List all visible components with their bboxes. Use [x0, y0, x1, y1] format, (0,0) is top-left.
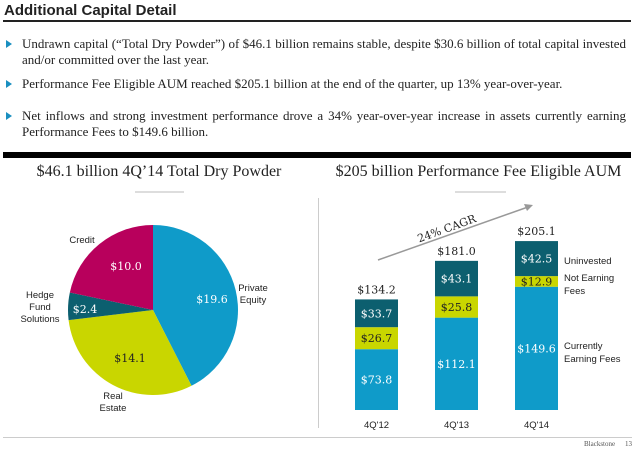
bar-total-label: $134.2 [357, 283, 396, 296]
bar-chart-title: $205 billion Performance Fee Eligible AU… [335, 163, 622, 180]
bar-segment-uninvested [435, 260, 478, 297]
legend-label: Fees [564, 286, 585, 297]
bar-segment-currently-earning-fees [435, 317, 478, 410]
bar-segment-uninvested [515, 241, 558, 277]
pie-value-label: $19.6 [196, 293, 228, 306]
footer-brand: Blackstone [584, 440, 616, 448]
pie-slice-real-estate [68, 310, 192, 396]
bar-segment-not-earning-fees [435, 296, 478, 318]
pie-category-label: Hedge [26, 290, 54, 301]
bar-value-label: $26.7 [361, 332, 393, 345]
bar-value-label: $112.1 [437, 358, 476, 371]
bullet-triangle-icon [6, 40, 12, 48]
pie-category-label: Private [238, 283, 268, 294]
pie-slice-hedge-fund-solutions [67, 292, 153, 321]
pie-category-label: Estate [100, 403, 127, 414]
pie-slice-credit [69, 225, 153, 310]
bar-segment-currently-earning-fees [355, 349, 398, 410]
cagr-arrow-line [377, 206, 529, 261]
bar-chart: $73.8 $26.7 $33.7 $134.2 4Q'12 $112.1 $25.8 $43… [355, 204, 621, 431]
pie-category-label: Real [103, 391, 123, 402]
bullet-item: Performance Fee Eligible AUM reached $20… [6, 76, 626, 92]
page-number: 13 [625, 440, 632, 448]
bullet-triangle-icon [6, 80, 12, 88]
pie-slice-private-equity [153, 225, 238, 386]
bar-value-label: $43.1 [441, 273, 473, 286]
bullet-triangle-icon [6, 112, 12, 120]
bar-value-label: $12.9 [521, 275, 553, 288]
section-divider [3, 152, 631, 158]
pie-value-label: $2.4 [73, 303, 98, 316]
bullet-item: Undrawn capital (“Total Dry Powder”) of … [6, 36, 626, 68]
pie-category-label: Equity [240, 295, 267, 306]
legend-label: Currently [564, 341, 603, 352]
pie-category-label: Fund [29, 302, 51, 313]
legend-label: Earning Fees [564, 354, 621, 365]
page-title: Additional Capital Detail [4, 2, 177, 19]
bar-value-label: $149.6 [517, 342, 556, 355]
x-tick-label: 4Q'14 [524, 420, 549, 431]
title-divider [3, 20, 631, 22]
pie-chart-title: $46.1 billion 4Q’14 Total Dry Powder [36, 163, 282, 180]
bar-value-label: $25.8 [441, 301, 473, 314]
bar-value-label: $33.7 [361, 307, 393, 320]
bullet-item: Net inflows and strong investment perfor… [6, 108, 626, 140]
bar-value-label: $73.8 [361, 374, 393, 387]
cagr-arrowhead-icon [524, 204, 533, 211]
bar-total-label: $181.0 [437, 245, 476, 258]
pie-value-label: $14.1 [114, 352, 146, 365]
legend-label: Not Earning [564, 273, 614, 284]
pie-value-label: $10.0 [110, 260, 142, 273]
x-tick-label: 4Q'12 [364, 420, 389, 431]
pie-category-label: Credit [69, 235, 95, 246]
legend-label: Uninvested [564, 256, 612, 267]
bar-value-label: $42.5 [521, 253, 553, 266]
bar-total-label: $205.1 [517, 225, 556, 238]
pie-category-label: Solutions [20, 314, 59, 325]
bar-segment-currently-earning-fees [515, 286, 558, 410]
bar-segment-not-earning-fees [515, 276, 558, 287]
x-tick-label: 4Q'13 [444, 420, 469, 431]
bar-segment-uninvested [355, 299, 398, 328]
bar-segment-not-earning-fees [355, 327, 398, 350]
